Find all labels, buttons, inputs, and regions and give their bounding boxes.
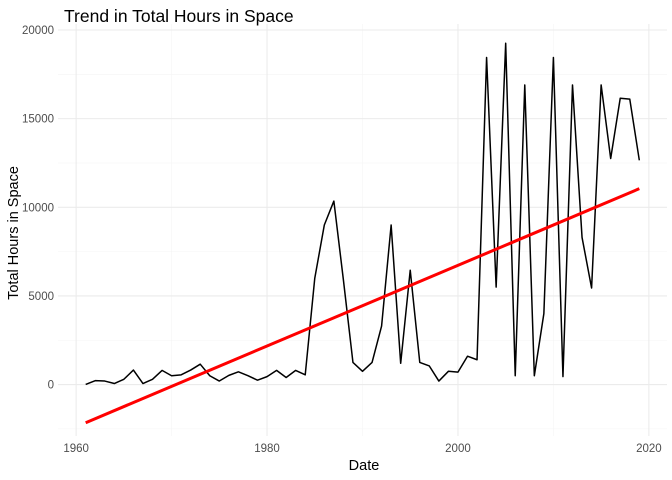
minor-gridlines [58, 24, 667, 436]
trend-line [85, 187, 640, 425]
x-tick-label: 1980 [254, 443, 280, 455]
y-tick-label: 5000 [28, 291, 54, 303]
x-axis-title: Date [349, 458, 380, 474]
chart-title: Trend in Total Hours in Space [64, 6, 294, 26]
y-tick-label: 0 [48, 380, 54, 392]
series-layer [85, 42, 641, 425]
x-tick-label: 2020 [636, 443, 662, 455]
y-tick-label: 15000 [22, 114, 54, 126]
y-axis-title: Total Hours in Space [6, 166, 22, 300]
y-tick-label: 20000 [22, 25, 54, 37]
tick-labels: 1960 1980 2000 2020 0 5000 10000 15000 20000 [22, 25, 662, 455]
y-tick-label: 10000 [22, 202, 54, 214]
x-tick-label: 1960 [63, 443, 89, 455]
x-tick-label: 2000 [445, 443, 471, 455]
